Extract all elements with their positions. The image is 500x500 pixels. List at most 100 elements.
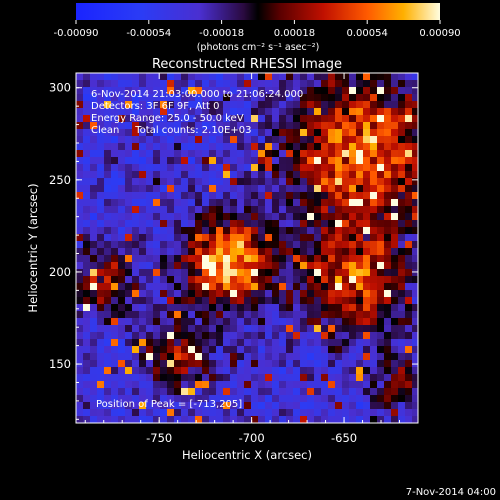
heatmap-cell xyxy=(370,143,378,151)
heatmap-cell xyxy=(181,87,189,95)
heatmap-cell xyxy=(356,297,364,305)
heatmap-cell xyxy=(125,192,133,200)
heatmap-cell xyxy=(307,269,315,277)
heatmap-cell xyxy=(118,206,126,214)
heatmap-cell xyxy=(279,311,287,319)
heatmap-cell xyxy=(307,241,315,249)
heatmap-cell xyxy=(300,290,308,298)
heatmap-cell xyxy=(104,255,112,263)
heatmap-cell xyxy=(356,290,364,298)
heatmap-cell xyxy=(223,353,231,361)
heatmap-cell xyxy=(230,297,238,305)
heatmap-cell xyxy=(356,395,364,403)
heatmap-cell xyxy=(363,248,371,256)
heatmap-cell xyxy=(300,227,308,235)
heatmap-cell xyxy=(153,325,161,333)
heatmap-cell xyxy=(391,157,399,165)
heatmap-cell xyxy=(279,192,287,200)
heatmap-cell xyxy=(356,248,364,256)
heatmap-cell xyxy=(111,101,119,109)
heatmap-cell xyxy=(307,409,315,417)
heatmap-cell xyxy=(335,101,343,109)
heatmap-cell xyxy=(209,241,217,249)
heatmap-cell xyxy=(349,388,357,396)
heatmap-cell xyxy=(181,248,189,256)
heatmap-cell xyxy=(97,150,105,158)
heatmap-cell xyxy=(377,255,385,263)
heatmap-cell xyxy=(76,395,84,403)
heatmap-cell xyxy=(132,402,140,410)
heatmap-cell xyxy=(307,192,315,200)
heatmap-cell xyxy=(97,73,105,81)
heatmap-cell xyxy=(356,80,364,88)
heatmap-cell xyxy=(342,325,350,333)
heatmap-cell xyxy=(188,332,196,340)
heatmap-cell xyxy=(181,353,189,361)
heatmap-cell xyxy=(328,143,336,151)
heatmap-cell xyxy=(230,388,238,396)
heatmap-cell xyxy=(328,94,336,102)
heatmap-cell xyxy=(202,297,210,305)
heatmap-cell xyxy=(167,108,175,116)
heatmap-cell xyxy=(405,416,413,423)
heatmap-cell xyxy=(251,185,259,193)
heatmap-cell xyxy=(307,325,315,333)
heatmap-cell xyxy=(328,171,336,179)
heatmap-cell xyxy=(76,339,84,347)
heatmap-cell xyxy=(104,171,112,179)
heatmap-cell xyxy=(258,311,266,319)
heatmap-cell xyxy=(314,409,322,417)
heatmap-cell xyxy=(160,150,168,158)
heatmap-cell xyxy=(146,234,154,242)
heatmap-cell xyxy=(146,136,154,144)
heatmap-cell xyxy=(97,346,105,354)
heatmap-cell xyxy=(181,395,189,403)
heatmap-cell xyxy=(370,388,378,396)
heatmap-cell xyxy=(286,367,294,375)
heatmap-cell xyxy=(384,346,392,354)
heatmap-cell xyxy=(216,318,224,326)
heatmap-cell xyxy=(132,255,140,263)
heatmap-cell xyxy=(223,318,231,326)
heatmap-cell xyxy=(181,409,189,417)
heatmap-cell xyxy=(230,87,238,95)
heatmap-cell xyxy=(307,283,315,291)
heatmap-cell xyxy=(181,297,189,305)
heatmap-cell xyxy=(202,87,210,95)
heatmap-cell xyxy=(90,346,98,354)
heatmap-cell xyxy=(244,157,252,165)
heatmap-cell xyxy=(377,241,385,249)
heatmap-cell xyxy=(349,353,357,361)
heatmap-cell xyxy=(188,185,196,193)
heatmap-cell xyxy=(125,332,133,340)
heatmap-cell xyxy=(377,367,385,375)
heatmap-cell xyxy=(356,150,364,158)
heatmap-cell xyxy=(139,311,147,319)
heatmap-cell xyxy=(188,262,196,270)
heatmap-cell xyxy=(125,269,133,277)
heatmap-cell xyxy=(146,108,154,116)
heatmap-cell xyxy=(244,185,252,193)
heatmap-cell xyxy=(104,73,112,81)
heatmap-cell xyxy=(279,143,287,151)
heatmap-cell xyxy=(251,339,259,347)
heatmap-cell xyxy=(328,290,336,298)
heatmap-cell xyxy=(342,297,350,305)
heatmap-cell xyxy=(132,87,140,95)
heatmap-cell xyxy=(321,416,329,423)
heatmap-cell xyxy=(160,227,168,235)
heatmap-cell xyxy=(76,220,84,228)
heatmap-cell xyxy=(188,255,196,263)
heatmap-cell xyxy=(174,108,182,116)
heatmap-cell xyxy=(104,262,112,270)
heatmap-cell xyxy=(167,339,175,347)
heatmap-cell xyxy=(398,402,406,410)
heatmap-cell xyxy=(314,80,322,88)
heatmap-cell xyxy=(104,185,112,193)
heatmap-cell xyxy=(335,416,343,423)
heatmap-cell xyxy=(230,206,238,214)
heatmap-cell xyxy=(160,157,168,165)
heatmap-cell xyxy=(202,101,210,109)
